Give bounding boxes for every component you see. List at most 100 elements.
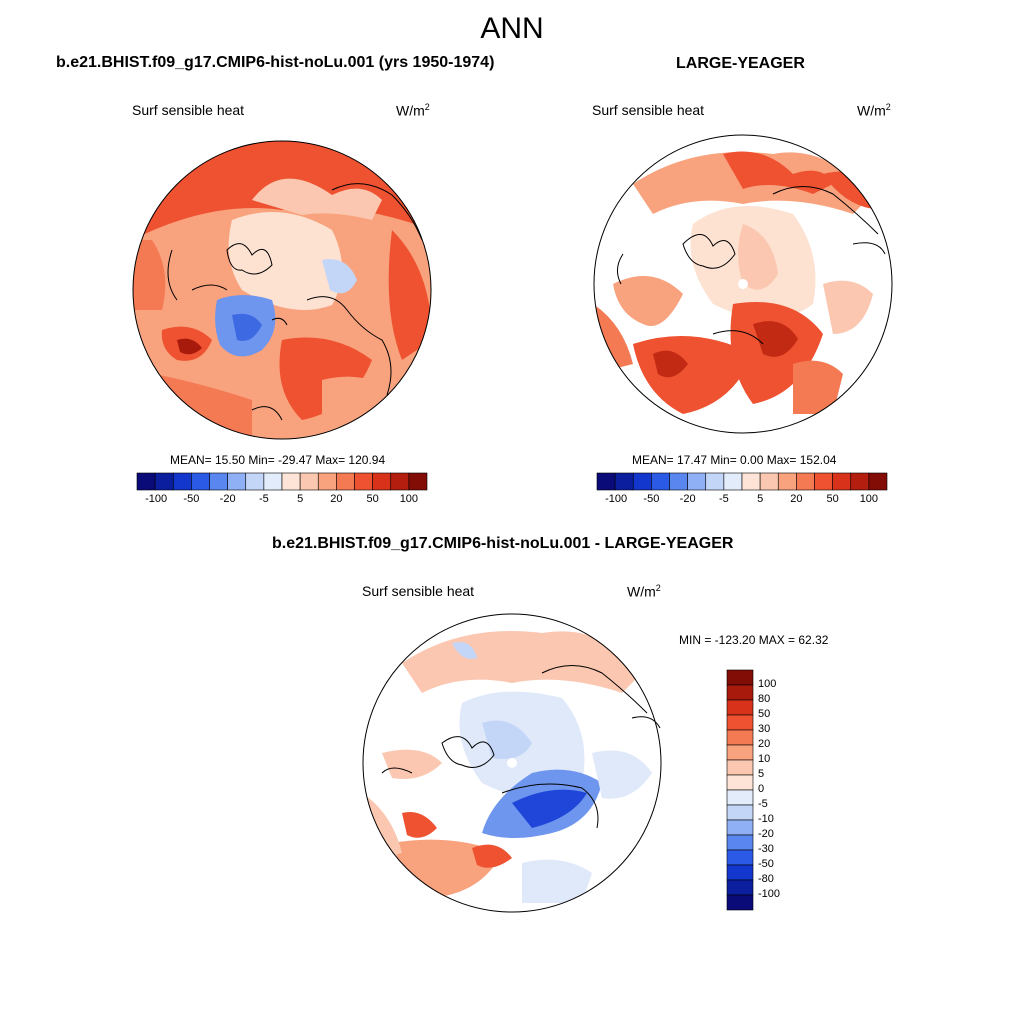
colorbar-tick-label: 100: [758, 678, 777, 690]
colorbar-swatch: [354, 472, 373, 491]
colorbar-swatch: [723, 472, 743, 491]
panel1-variable-label: Surf sensible heat: [132, 102, 245, 118]
colorbar-tick-label: -20: [679, 493, 696, 505]
colorbar-tick-label: 30: [758, 723, 771, 735]
colorbar-tick-label: 80: [758, 693, 771, 705]
panel1-units: W/m2: [396, 102, 430, 119]
colorbar-tick-label: -30: [758, 843, 774, 855]
colorbar-swatch: [669, 472, 688, 491]
colorbar-tick-label: 0: [758, 783, 765, 795]
colorbar-tick-label: -50: [758, 858, 774, 870]
colorbar-swatch: [726, 789, 754, 806]
colorbar-tick-label: 20: [330, 493, 343, 505]
figure-title: ANN: [480, 12, 544, 45]
colorbar-swatch: [726, 759, 754, 776]
colorbar-tick-label: 20: [758, 738, 771, 750]
colorbar-tick-label: 5: [758, 768, 765, 780]
colorbar-tick-label: 5: [757, 493, 764, 505]
diff-colorbar-ticks: 100 80 50 30 20 10 5 0 -5 -10 -20 -30 -50 -80 -100: [758, 670, 798, 910]
colorbar-tick-label: -100: [605, 493, 628, 505]
panel1-colorbar: [136, 472, 428, 491]
colorbar-swatch: [726, 819, 754, 836]
panel1-title: b.e21.BHIST.f09_g17.CMIP6-hist-noLu.001 …: [56, 54, 495, 71]
colorbar-tick-label: -100: [145, 493, 168, 505]
colorbar-tick-label: -10: [758, 813, 774, 825]
panel2-colorbar: [596, 472, 888, 491]
colorbar-swatch: [227, 472, 247, 491]
colorbar-tick-label: -80: [758, 873, 774, 885]
colorbar-tick-label: -100: [758, 888, 781, 900]
colorbar-tick-label: -20: [758, 828, 774, 840]
diff-variable-label: Surf sensible heat: [362, 583, 475, 599]
colorbar-tick-label: -50: [183, 493, 200, 505]
colorbar-tick-label: 5: [297, 493, 304, 505]
colorbar-swatch: [281, 472, 301, 491]
colorbar-swatch: [726, 804, 754, 821]
colorbar-swatch: [726, 879, 754, 896]
colorbar-swatch: [726, 834, 754, 851]
colorbar-swatch: [726, 744, 754, 761]
colorbar-swatch: [408, 472, 428, 491]
colorbar-swatch: [136, 472, 156, 491]
colorbar-swatch: [154, 472, 174, 491]
colorbar-swatch: [372, 472, 392, 491]
colorbar-swatch: [705, 472, 725, 491]
colorbar-swatch: [263, 472, 283, 491]
colorbar-swatch: [317, 472, 337, 491]
colorbar-swatch: [390, 472, 410, 491]
colorbar-swatch: [868, 472, 888, 491]
panel2-title: LARGE-YEAGER: [676, 55, 805, 72]
colorbar-swatch: [726, 669, 754, 686]
colorbar-swatch: [632, 472, 652, 491]
panel2-colorbar-ticks: -100 -50 -20 -5 5 20 50 100: [597, 493, 887, 507]
colorbar-tick-label: 10: [758, 753, 771, 765]
colorbar-swatch: [759, 472, 779, 491]
colorbar-tick-label: -5: [718, 493, 729, 505]
panel1-colorbar-ticks: -100 -50 -20 -5 5 20 50 100: [137, 493, 427, 507]
diff-colorbar: [726, 669, 754, 911]
colorbar-swatch: [796, 472, 815, 491]
colorbar-swatch: [832, 472, 852, 491]
colorbar-tick-label: 100: [859, 493, 879, 505]
colorbar-swatch: [336, 472, 355, 491]
colorbar-swatch: [814, 472, 833, 491]
colorbar-swatch: [209, 472, 228, 491]
panel1-stats: MEAN= 15.50 Min= -29.47 Max= 120.94: [170, 453, 386, 467]
panel2-map: [593, 134, 893, 434]
colorbar-swatch: [726, 714, 754, 731]
colorbar-swatch: [741, 472, 761, 491]
colorbar-swatch: [726, 684, 754, 701]
colorbar-swatch: [726, 864, 754, 881]
colorbar-swatch: [726, 849, 754, 866]
panel2-stats: MEAN= 17.47 Min= 0.00 Max= 152.04: [632, 453, 837, 467]
colorbar-tick-label: 50: [366, 493, 379, 505]
colorbar-swatch: [191, 472, 210, 491]
colorbar-tick-label: -5: [258, 493, 269, 505]
colorbar-tick-label: 50: [826, 493, 839, 505]
colorbar-tick-label: -5: [758, 798, 768, 810]
colorbar-swatch: [726, 729, 754, 746]
colorbar-swatch: [687, 472, 707, 491]
panel2-variable-label: Surf sensible heat: [592, 102, 705, 118]
diff-map: [362, 613, 662, 913]
panel1-map: [132, 140, 432, 440]
diff-stats: MIN = -123.20 MAX = 62.32: [679, 633, 829, 647]
colorbar-swatch: [726, 774, 754, 791]
colorbar-swatch: [172, 472, 192, 491]
colorbar-swatch: [299, 472, 319, 491]
colorbar-tick-label: -50: [643, 493, 660, 505]
colorbar-swatch: [726, 699, 754, 716]
colorbar-swatch: [850, 472, 870, 491]
colorbar-swatch: [726, 894, 754, 911]
colorbar-swatch: [245, 472, 265, 491]
colorbar-tick-label: 100: [399, 493, 419, 505]
colorbar-swatch: [596, 472, 616, 491]
colorbar-swatch: [777, 472, 797, 491]
colorbar-tick-label: 50: [758, 708, 771, 720]
colorbar-tick-label: -20: [219, 493, 236, 505]
colorbar-swatch: [651, 472, 670, 491]
colorbar-tick-label: 20: [790, 493, 803, 505]
colorbar-swatch: [614, 472, 634, 491]
panel2-units: W/m2: [857, 102, 891, 119]
diff-units: W/m2: [627, 583, 661, 600]
